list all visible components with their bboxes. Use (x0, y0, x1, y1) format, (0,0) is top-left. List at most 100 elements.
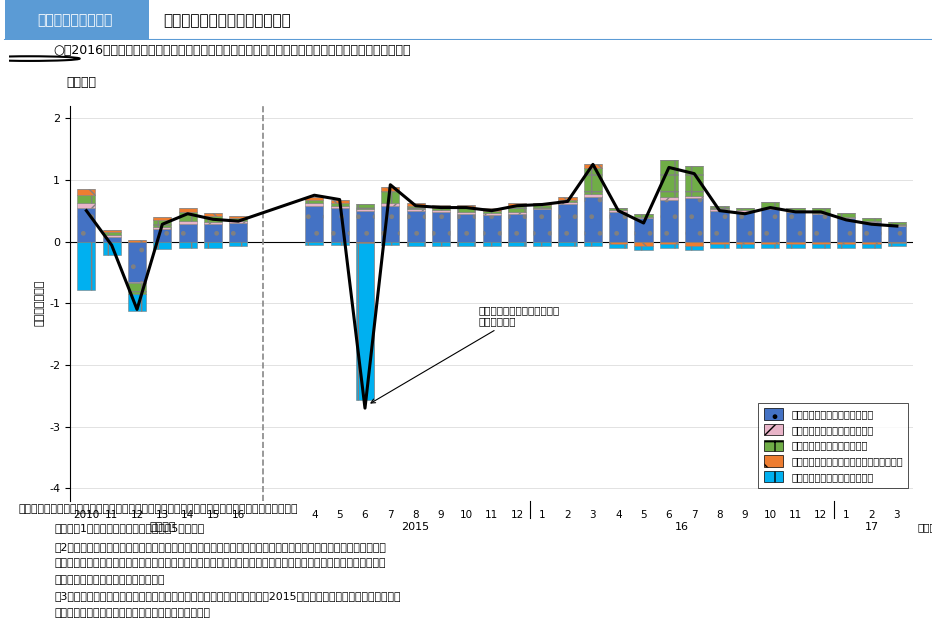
Text: 3）　指数（定期給与指数、所定内給与指数）にそれぞれの基準数値（2015年平均値）を乗じて時系列接続が可: 3） 指数（定期給与指数、所定内給与指数）にそれぞれの基準数値（2015年平均値… (54, 592, 401, 601)
Bar (179, 225, 197, 241)
Bar (710, 244, 729, 248)
Bar (610, 241, 627, 244)
Text: ム労働者比率を推計している。: ム労働者比率を推計している。 (54, 575, 165, 585)
Bar (432, 241, 450, 246)
Bar (179, 241, 197, 248)
Text: 資料出所　厉生労働省「毎月勤労統計調査」をもとに厉生労働省労働政策担当参事官室にて作成: 資料出所 厉生労働省「毎月勤労統計調査」をもとに厉生労働省労働政策担当参事官室に… (19, 504, 298, 514)
Bar (787, 241, 804, 244)
Bar (331, 241, 349, 244)
Bar (635, 218, 652, 241)
Text: 17: 17 (865, 522, 879, 532)
Bar (153, 227, 171, 229)
Bar (735, 212, 754, 241)
Bar (432, 212, 450, 241)
Bar (635, 246, 652, 250)
Bar (710, 209, 729, 211)
Bar (583, 194, 602, 197)
Bar (458, 214, 475, 241)
Bar (583, 168, 602, 194)
Bar (229, 216, 248, 218)
Bar (406, 211, 425, 241)
FancyBboxPatch shape (5, 0, 149, 40)
Bar (356, 211, 374, 241)
Bar (558, 197, 577, 200)
Text: 就業形態計の現金給与総額の
対前年増減率: 就業形態計の現金給与総額の 対前年増減率 (371, 305, 560, 403)
Bar (761, 210, 779, 241)
Bar (179, 208, 197, 212)
Y-axis label: （前年比・％）: （前年比・％） (34, 280, 45, 327)
Bar (787, 208, 804, 210)
Bar (862, 218, 881, 221)
Bar (862, 244, 881, 248)
Bar (381, 191, 400, 203)
Bar (432, 208, 450, 210)
Bar (508, 203, 526, 206)
Bar (635, 217, 652, 218)
Text: （年・月）: （年・月） (917, 522, 932, 532)
Bar (558, 202, 577, 205)
Bar (153, 229, 171, 241)
Bar (128, 282, 146, 283)
Bar (305, 206, 323, 241)
Bar (381, 203, 400, 206)
Bar (685, 196, 704, 198)
Bar (458, 205, 475, 208)
Bar (229, 223, 248, 241)
Bar (381, 187, 400, 191)
Bar (204, 223, 222, 225)
Bar (77, 195, 95, 203)
Bar (153, 241, 171, 249)
Bar (204, 225, 222, 241)
Bar (128, 294, 146, 310)
Bar (660, 200, 678, 241)
Bar (508, 214, 526, 241)
Bar (583, 164, 602, 168)
Bar (735, 241, 754, 244)
Bar (381, 206, 400, 241)
Bar (458, 208, 475, 212)
Bar (331, 208, 349, 241)
Bar (331, 206, 349, 208)
Bar (103, 231, 121, 234)
Bar (862, 222, 881, 241)
Bar (710, 241, 729, 244)
Bar (685, 241, 704, 246)
Bar (103, 237, 121, 241)
Bar (583, 197, 602, 241)
Bar (432, 205, 450, 208)
Bar (204, 216, 222, 223)
Bar (103, 241, 121, 255)
Bar (735, 244, 754, 248)
Bar (406, 206, 425, 209)
Text: 能となるように修正した実数値を用いている。: 能となるように修正した実数値を用いている。 (54, 608, 211, 618)
Bar (458, 212, 475, 214)
Text: （年度）: （年度） (149, 522, 175, 532)
Bar (305, 203, 323, 206)
Bar (787, 210, 804, 212)
Bar (735, 210, 754, 212)
Bar (128, 239, 146, 241)
Bar (153, 220, 171, 227)
Bar (356, 204, 374, 209)
Text: 2015: 2015 (402, 522, 430, 532)
Bar (660, 197, 678, 200)
Bar (635, 241, 652, 246)
Bar (888, 223, 906, 225)
Bar (128, 241, 146, 282)
Bar (229, 241, 248, 246)
Bar (483, 241, 500, 246)
Bar (761, 241, 779, 244)
Bar (483, 215, 500, 241)
Bar (837, 244, 856, 248)
Bar (837, 213, 856, 217)
Bar (660, 241, 678, 244)
Bar (710, 211, 729, 241)
Bar (660, 160, 678, 197)
Text: （注）　1）　調査産業計、事業所規模5人以上。: （注） 1） 調査産業計、事業所規模5人以上。 (54, 522, 205, 532)
Bar (862, 221, 881, 222)
Bar (508, 241, 526, 246)
Bar (77, 208, 95, 241)
Text: 16: 16 (675, 522, 689, 532)
Bar (356, 241, 374, 243)
Bar (305, 200, 323, 203)
